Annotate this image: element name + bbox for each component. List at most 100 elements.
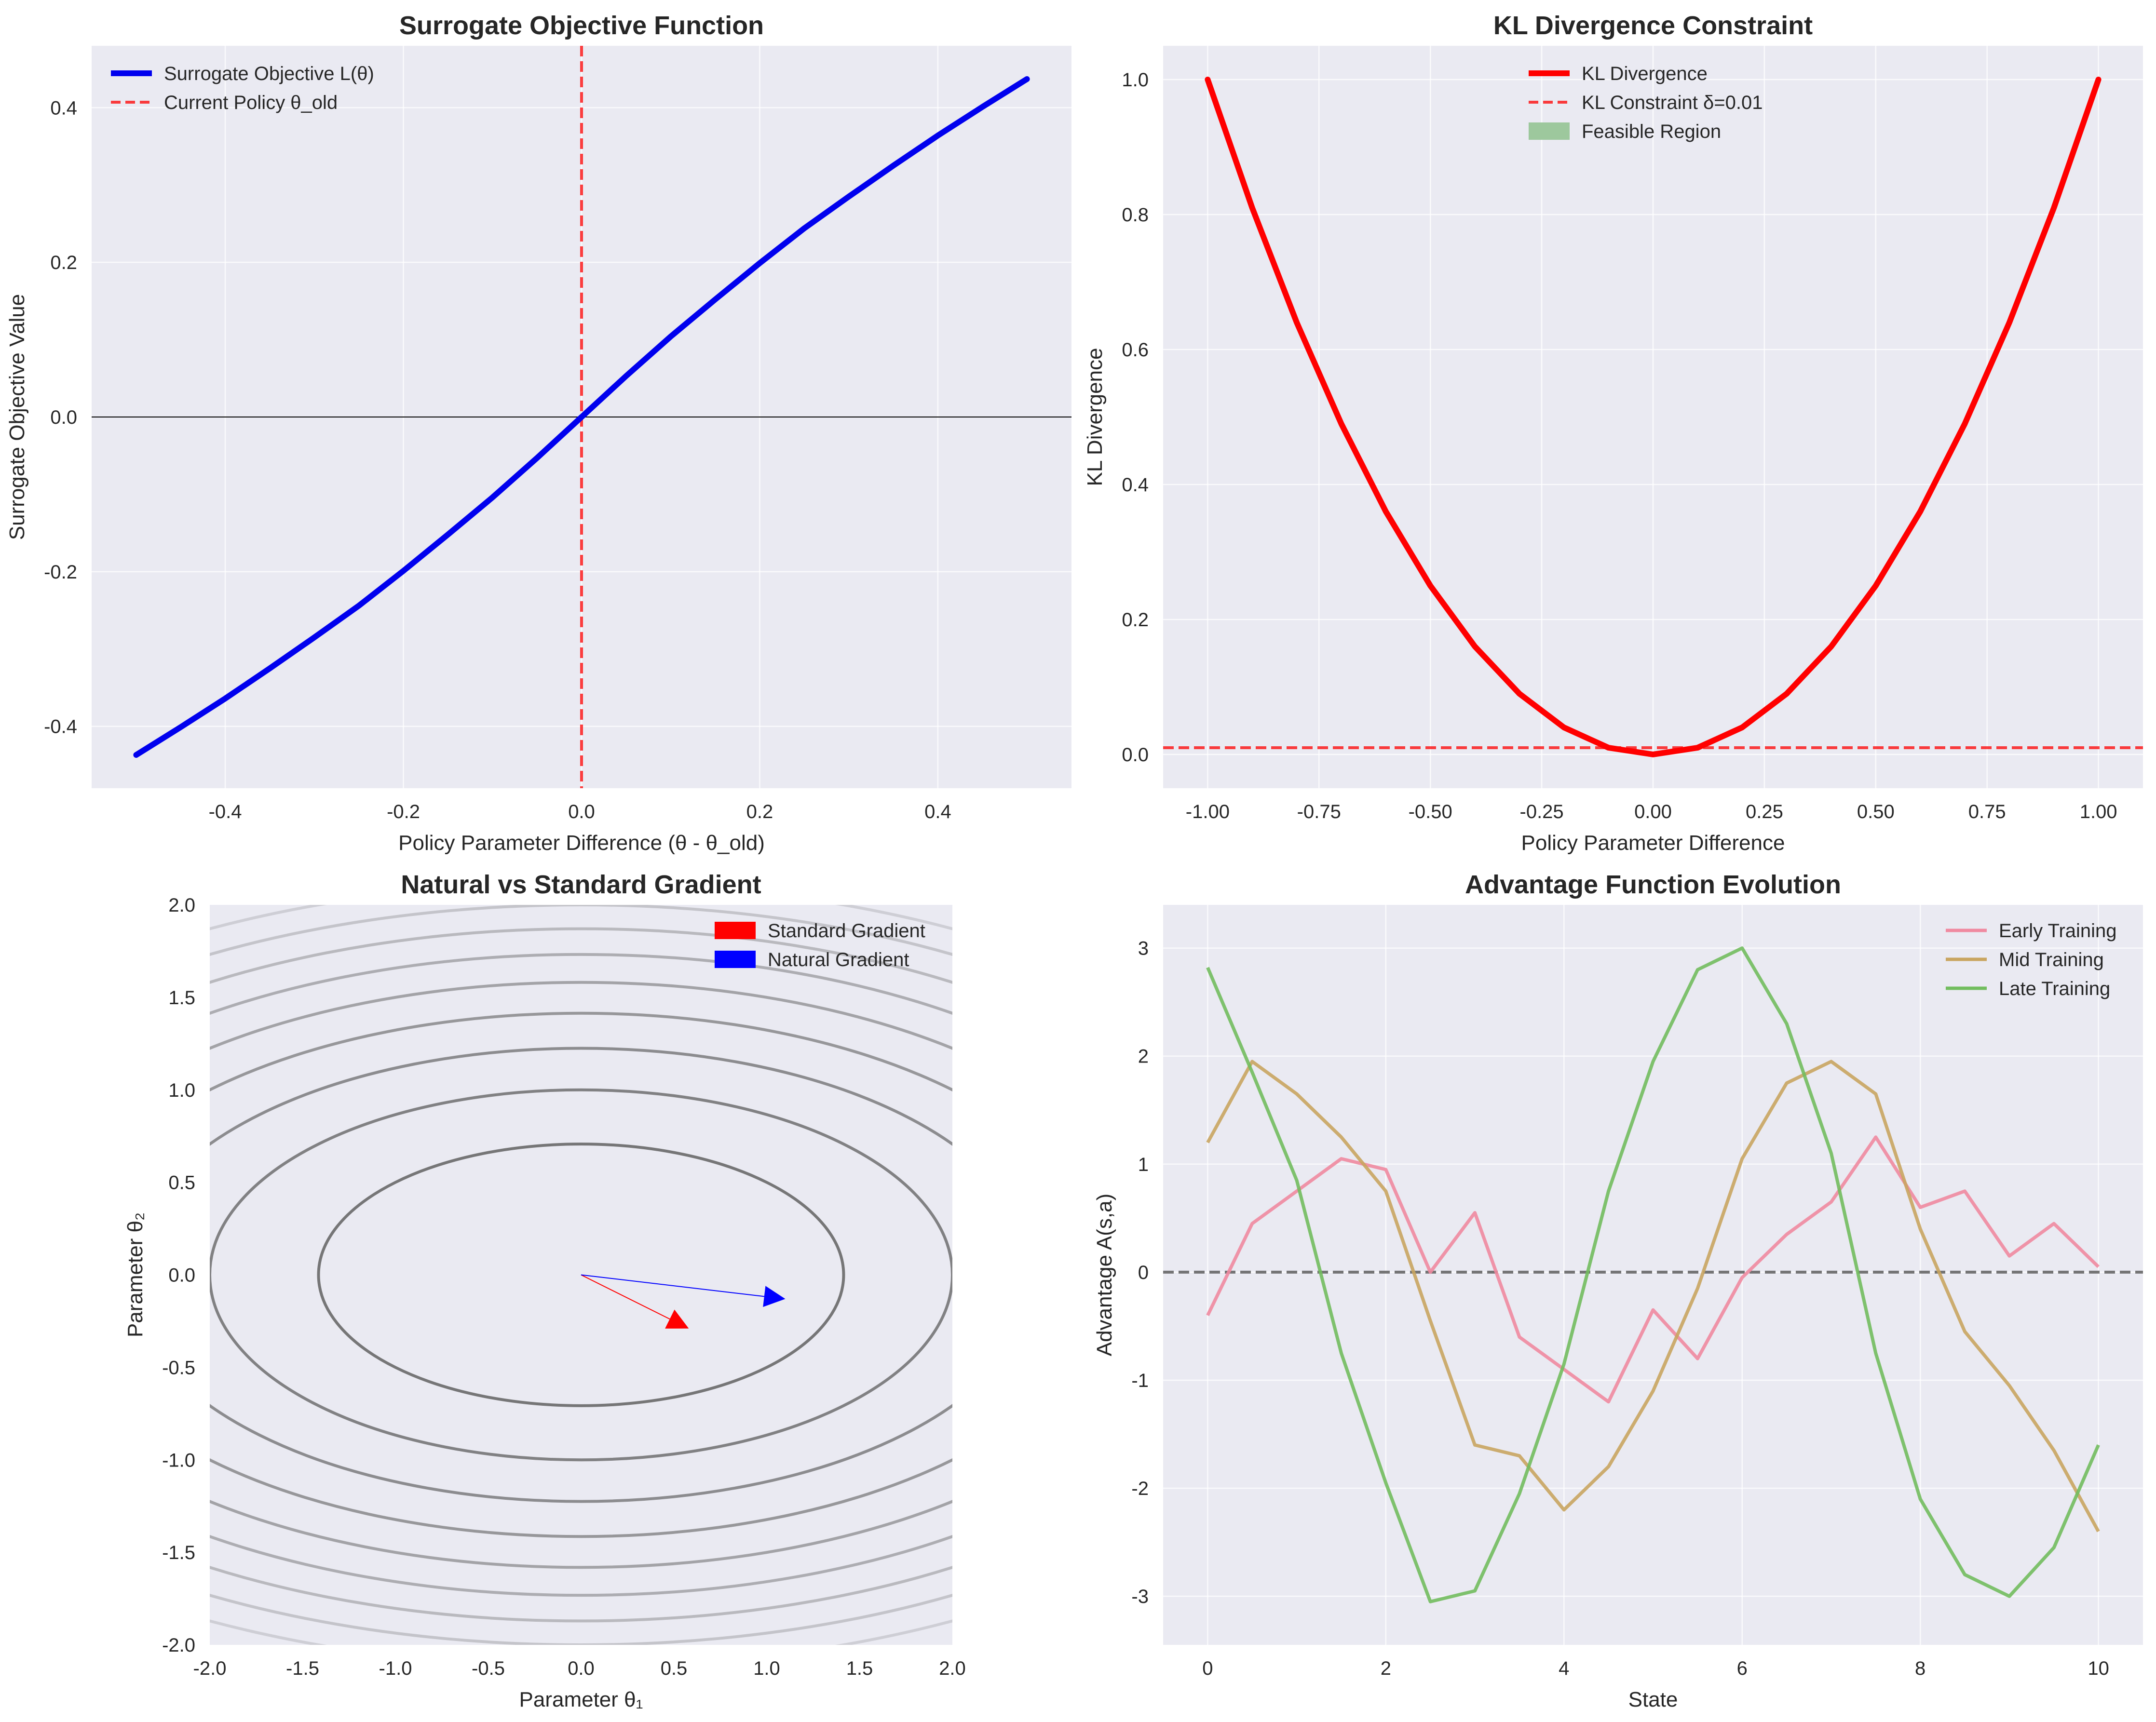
legend-swatch-feasible xyxy=(1529,122,1570,140)
x-tick-label: 0.75 xyxy=(1968,801,2006,822)
x-tick-label: 6 xyxy=(1737,1658,1748,1679)
x-tick-label: 0.00 xyxy=(1634,801,1672,822)
contour-line xyxy=(210,953,952,1597)
legend-label-kl: KL Divergence xyxy=(1582,63,1708,84)
tick-labels: -0.4 -0.2 0.0 0.2 0.4 -0.4 -0.2 0.0 0.2 0.4 xyxy=(44,97,951,822)
legend-label-surrogate: Surrogate Objective L(θ) xyxy=(164,63,374,84)
legend: KL Divergence KL Constraint δ=0.01 Feasi… xyxy=(1529,63,1763,142)
x-tick-label: 1.5 xyxy=(846,1658,873,1679)
y-tick-label: 1.5 xyxy=(168,987,195,1009)
legend-label-natural: Natural Gradient xyxy=(768,949,909,970)
x-tick-label: -0.25 xyxy=(1520,801,1564,822)
y-axis-label: Surrogate Objective Value xyxy=(5,294,29,540)
contour-line xyxy=(210,981,952,1569)
x-tick-label: -1.5 xyxy=(286,1658,319,1679)
legend: Standard Gradient Natural Gradient xyxy=(715,920,925,970)
plot-background xyxy=(1163,905,2143,1645)
chart-title: Advantage Function Evolution xyxy=(1465,870,1841,899)
plot-content xyxy=(92,46,1071,788)
plot-content xyxy=(1163,946,2143,1603)
y-tick-label: 0.2 xyxy=(50,252,77,273)
chart-title: Surrogate Objective Function xyxy=(399,11,764,40)
x-tick-label: -0.75 xyxy=(1297,801,1341,822)
x-tick-label: -0.2 xyxy=(387,801,420,822)
y-tick-label: -0.4 xyxy=(44,716,77,738)
y-tick-label: 3 xyxy=(1138,938,1149,959)
tick-labels: -2.0 -1.5 -1.0 -0.5 0.0 0.5 1.0 1.5 2.0 -2.0 -1.5 -… xyxy=(162,895,966,1679)
y-tick-label: 0.0 xyxy=(50,407,77,428)
tick-labels: -1.00 -0.75 -0.50 -0.25 0.00 0.25 0.50 0.75 1.00… xyxy=(1122,69,2117,822)
y-tick-label: -1.0 xyxy=(162,1450,195,1471)
contour-line xyxy=(210,1011,952,1538)
y-tick-label: 0.0 xyxy=(168,1265,195,1286)
chart-title: Natural vs Standard Gradient xyxy=(401,870,761,899)
y-tick-label: 0 xyxy=(1138,1262,1149,1283)
y-tick-label: 2.0 xyxy=(168,895,195,916)
x-tick-label: 1.00 xyxy=(2080,801,2117,822)
y-axis-label: KL Divergence xyxy=(1083,348,1107,486)
legend-label-standard: Standard Gradient xyxy=(768,920,925,942)
panel-natural-gradient: -2.0 -1.5 -1.0 -0.5 0.0 0.5 1.0 1.5 2.0 -2.0 -1.5 -… xyxy=(123,870,966,1711)
x-tick-label: 0.50 xyxy=(1857,801,1895,822)
x-axis-label: Policy Parameter Difference xyxy=(1521,831,1785,855)
legend-label-current-policy: Current Policy θ_old xyxy=(164,92,338,113)
x-tick-label: 0.0 xyxy=(568,801,595,822)
plot-content xyxy=(1163,77,2143,757)
y-tick-label: -3 xyxy=(1131,1586,1149,1607)
x-tick-label: 2 xyxy=(1381,1658,1391,1679)
y-tick-label: 0.4 xyxy=(50,97,77,119)
y-tick-label: -1.5 xyxy=(162,1542,195,1563)
x-tick-label: 8 xyxy=(1915,1658,1925,1679)
arrow-head-natural xyxy=(763,1286,786,1307)
gridlines xyxy=(1163,46,2143,788)
panel-advantage-evolution: 0 2 4 6 8 10 -3 -2 -1 0 1 2 3 Advantage Function Evo… xyxy=(1093,870,2143,1711)
x-tick-label: -0.50 xyxy=(1409,801,1452,822)
legend-swatch-natural xyxy=(715,951,756,968)
y-tick-label: -0.2 xyxy=(44,562,77,583)
series-mid-line xyxy=(1206,1060,2100,1533)
x-tick-label: 0.4 xyxy=(924,801,951,822)
x-axis-label: Policy Parameter Difference (θ - θ_old) xyxy=(398,831,765,855)
x-tick-label: -2.0 xyxy=(193,1658,227,1679)
gridlines xyxy=(1163,905,2143,1645)
y-tick-label: 1.0 xyxy=(168,1080,195,1101)
x-tick-label: -0.5 xyxy=(472,1658,505,1679)
arrow-shaft-standard xyxy=(581,1274,670,1320)
y-tick-label: 1.0 xyxy=(1122,69,1149,91)
contour-line xyxy=(210,927,952,1623)
legend-label-early: Early Training xyxy=(1999,920,2117,942)
x-tick-label: 0.2 xyxy=(746,801,773,822)
x-tick-label: 1.0 xyxy=(753,1658,780,1679)
legend: Surrogate Objective L(θ) Current Policy … xyxy=(111,63,374,113)
panel-surrogate-objective: -0.4 -0.2 0.0 0.2 0.4 -0.4 -0.2 0.0 0.2 0.4 Surro… xyxy=(5,11,1071,855)
y-tick-label: 1 xyxy=(1138,1154,1149,1175)
x-tick-label: -0.4 xyxy=(209,801,242,822)
legend-label-feasible: Feasible Region xyxy=(1582,121,1721,142)
contour-line xyxy=(210,1047,952,1503)
panel-kl-divergence: -1.00 -0.75 -0.50 -0.25 0.00 0.25 0.50 0.75 1.00… xyxy=(1083,11,2143,855)
y-tick-label: 0.4 xyxy=(1122,474,1149,496)
legend-label-late: Late Training xyxy=(1999,978,2110,999)
arrow-shaft-natural xyxy=(581,1274,764,1297)
legend-label-mid: Mid Training xyxy=(1999,949,2104,970)
y-tick-label: 0.6 xyxy=(1122,339,1149,361)
x-axis-label: State xyxy=(1628,1688,1678,1711)
series-early-line xyxy=(1206,1135,2100,1404)
y-tick-label: 0.2 xyxy=(1122,609,1149,631)
x-tick-label: 0.5 xyxy=(661,1658,688,1679)
y-tick-label: -0.5 xyxy=(162,1357,195,1378)
legend-label-constraint: KL Constraint δ=0.01 xyxy=(1582,92,1763,113)
y-tick-label: 0.0 xyxy=(1122,744,1149,766)
tick-labels: 0 2 4 6 8 10 -3 -2 -1 0 1 2 3 xyxy=(1131,938,2109,1679)
x-tick-label: -1.0 xyxy=(379,1658,412,1679)
x-tick-label: 0.0 xyxy=(568,1658,595,1679)
contour-line xyxy=(317,1143,845,1407)
series-kl-line xyxy=(1205,77,2102,757)
y-tick-label: -2.0 xyxy=(162,1635,195,1656)
x-axis-label: Parameter θ₁ xyxy=(519,1688,643,1711)
arrow-head-standard xyxy=(665,1309,689,1329)
x-tick-label: 10 xyxy=(2088,1658,2109,1679)
y-tick-label: -2 xyxy=(1131,1478,1149,1499)
y-tick-label: 2 xyxy=(1138,1046,1149,1067)
